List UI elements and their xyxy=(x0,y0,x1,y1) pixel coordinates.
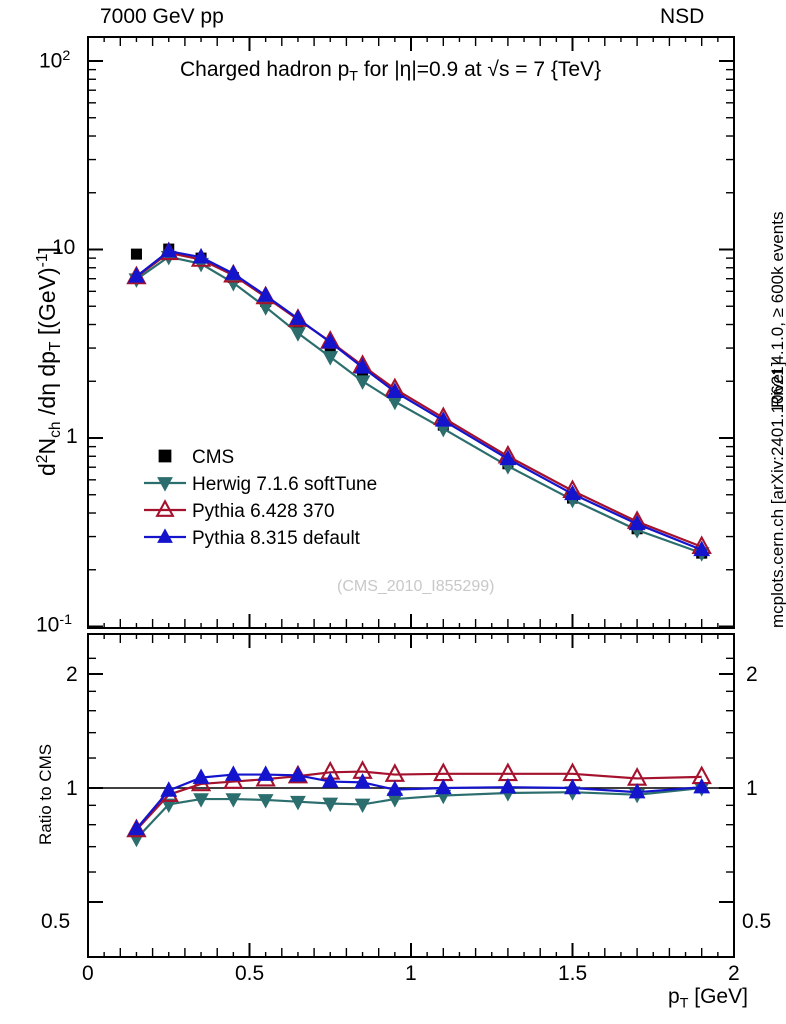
legend-marker-pythia-2 xyxy=(144,499,186,517)
ratio-y-tick-label-2-left: 2 xyxy=(66,663,78,686)
x-axis-label: pT [GeV] xyxy=(668,985,748,1012)
header-left-label: 7000 GeV pp xyxy=(100,5,224,28)
series-cms xyxy=(130,243,708,559)
legend-label-cms: CMS xyxy=(192,447,235,468)
legend-marker-herwig-1 xyxy=(144,477,186,492)
x-tick-label-1p5: 1.5 xyxy=(558,962,588,985)
legend-marker-pythia-3 xyxy=(144,528,186,543)
y-tick-label-0p1: 10-1 xyxy=(36,612,73,637)
x-tick-label-2: 2 xyxy=(728,962,740,985)
y-tick-label-1: 1 xyxy=(66,425,78,448)
analysis-id-watermark: (CMS_2010_I855299) xyxy=(337,578,495,595)
x-tick-label-1: 1 xyxy=(405,962,417,985)
x-tick-label-0: 0 xyxy=(82,962,94,985)
ratio-y-tick-label-2-right: 2 xyxy=(746,663,758,686)
legend-marker-cms-0 xyxy=(158,449,172,463)
y-tick-label-10: 10 xyxy=(52,236,76,259)
main-panel-frame xyxy=(87,36,735,629)
plot-title: Charged hadron pT for |η|=0.9 at √s = 7 … xyxy=(180,58,602,85)
ratio-y-tick-label-1-left: 1 xyxy=(66,777,78,800)
header-right-label: NSD xyxy=(660,5,705,28)
series-pythia-8-315-default xyxy=(128,765,711,836)
legend-label-herwig: Herwig 7.1.6 softTune xyxy=(192,474,378,495)
ratio-y-tick-label-0p5-right: 0.5 xyxy=(742,910,772,933)
legend-label-pythia8: Pythia 8.315 default xyxy=(192,528,360,549)
legend-label-pythia6: Pythia 6.428 370 xyxy=(192,501,335,522)
series-pythia-6-428-370 xyxy=(126,241,712,555)
x-tick-label-0p5: 0.5 xyxy=(235,962,265,985)
ratio-y-tick-label-0p5-left: 0.5 xyxy=(41,910,71,933)
ratio-y-tick-label-1-right: 1 xyxy=(746,777,758,800)
series-pythia-8-315-default xyxy=(128,241,711,557)
y-tick-label-100: 102 xyxy=(39,48,71,73)
